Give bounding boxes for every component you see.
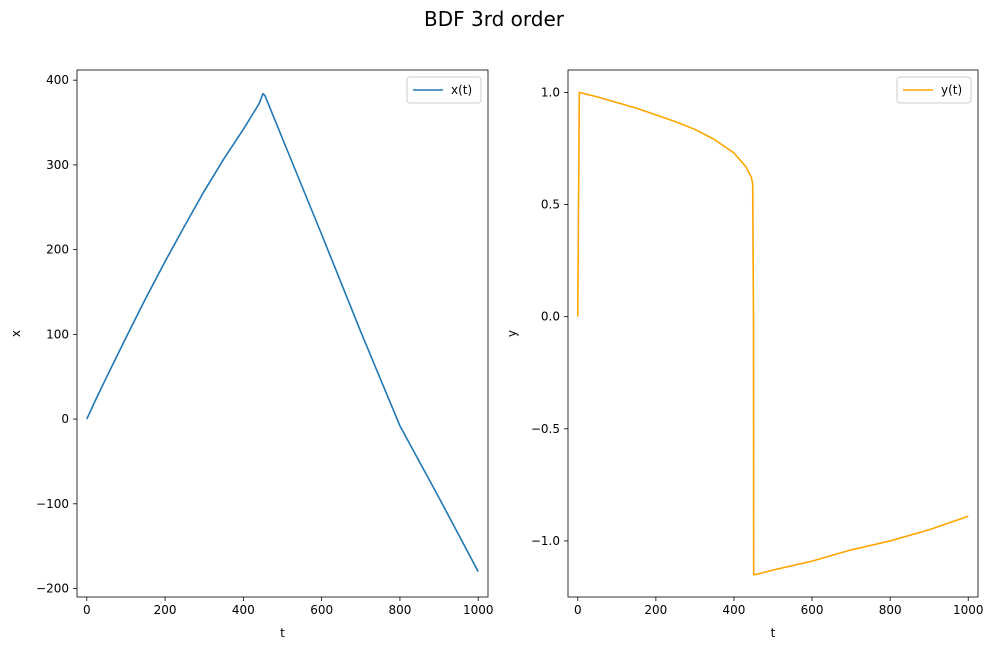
panel-1-x-tick-label: 600 — [310, 603, 333, 617]
panel-1-legend: x(t) — [406, 76, 482, 104]
panel-2-axes: 0 200 400 600 800 1000 −1.0 −0.5 0.0 0.5 1.0 t y y(t) — [505, 69, 984, 640]
panel-1-y-axis-label: x — [9, 330, 23, 337]
panel-2-x-axis-label: t — [771, 626, 776, 640]
panel-2-x-tick-label: 800 — [879, 603, 902, 617]
panel-2-legend: y(t) — [896, 76, 972, 104]
panel-2-y-tick-label: −1.0 — [531, 534, 560, 548]
panel-1-y-tick-label: 300 — [46, 158, 69, 172]
panel-2-y-tick-label: 0.0 — [541, 310, 560, 324]
panel-1-y-tick-label: 100 — [46, 327, 69, 341]
panel-1-x-tick-label: 400 — [232, 603, 255, 617]
panel-1-y-tick-label: 0 — [61, 412, 69, 426]
panel-1-x-tick-label: 1000 — [463, 603, 494, 617]
panel-1-y-tick-label: 200 — [46, 243, 69, 257]
panel-1-legend-label: x(t) — [451, 83, 472, 97]
panel-2-y-tick-label: 1.0 — [541, 85, 560, 99]
panel-2-y-axis-label: y — [505, 330, 519, 337]
panel-2-series-line-1 — [576, 91, 969, 576]
panel-2-legend-label: y(t) — [941, 83, 962, 97]
panel-1-axes: 0 200 400 600 800 1000 −200 −100 0 100 200 300 400 t x… — [9, 69, 494, 640]
panel-1-x-axis-label: t — [280, 626, 285, 640]
panel-2-x-tick-label: 600 — [801, 603, 824, 617]
panel-2-x-tick-label: 0 — [574, 603, 582, 617]
panel-1-y-tick-label: −100 — [36, 497, 69, 511]
panel-1-y-tick-label: 400 — [46, 73, 69, 87]
panel-2-x-tick-label: 1000 — [953, 603, 984, 617]
panel-1-x-tick-label: 200 — [154, 603, 177, 617]
panel-1-series-line-1 — [86, 92, 479, 572]
panel-1-plot-frame — [76, 69, 489, 598]
panel-2-y-tick-label: −0.5 — [531, 422, 560, 436]
panel-1-legend-box — [406, 76, 482, 104]
panel-1-x-tick-label: 800 — [388, 603, 411, 617]
panel-2-y-tick-label: 0.5 — [541, 198, 560, 212]
panel-1-x-tick-label: 0 — [83, 603, 91, 617]
panel-2-legend-box — [896, 76, 972, 104]
panel-2-x-tick-label: 200 — [644, 603, 667, 617]
panel-2-plot-frame — [567, 69, 979, 598]
panel-1-y-tick-label: −200 — [36, 582, 69, 596]
panel-2-x-tick-label: 400 — [722, 603, 745, 617]
figure-title: BDF 3rd order — [424, 7, 565, 31]
